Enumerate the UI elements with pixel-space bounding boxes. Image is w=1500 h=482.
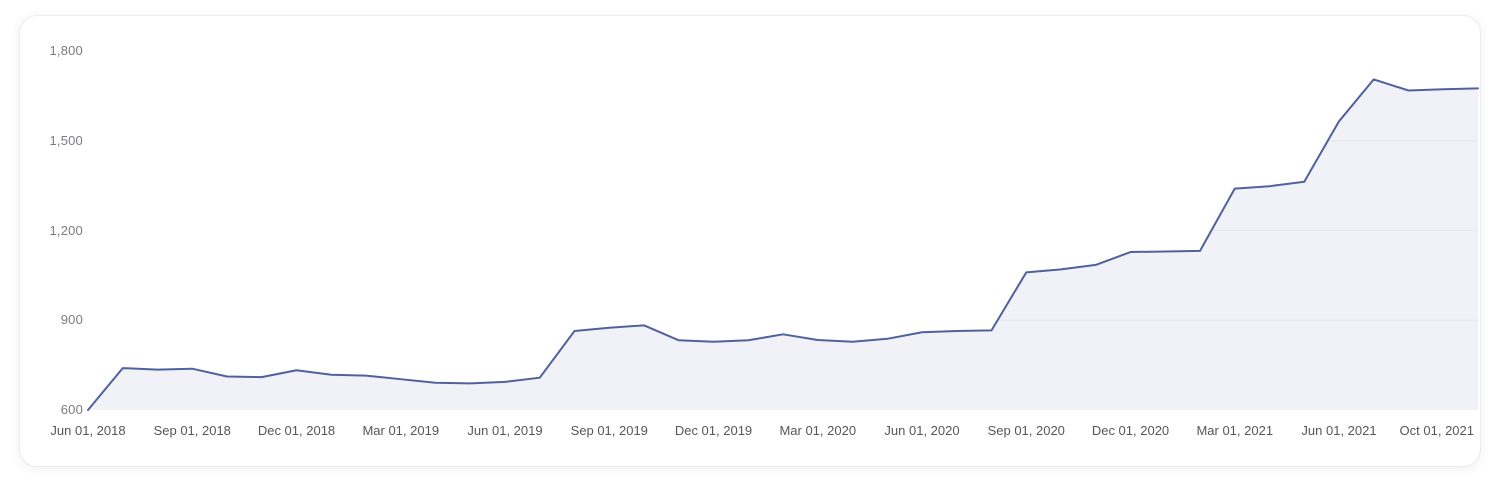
x-axis-tick-label: Dec 01, 2018 <box>257 423 336 438</box>
y-axis-tick-label: 900 <box>60 312 83 328</box>
x-axis-tick-label: Mar 01, 2020 <box>779 423 857 438</box>
x-axis-tick-label: Jun 01, 2021 <box>1301 423 1377 438</box>
x-axis-tick-label: Jun 01, 2019 <box>467 423 543 438</box>
x-axis: Jun 01, 2018 Sep 01, 2018 Dec 01, 2018 Mar … <box>50 423 1478 439</box>
plot-area[interactable] <box>87 51 1479 411</box>
y-axis-tick-label: 1,500 <box>49 132 83 148</box>
y-axis: 600 900 1,200 1,500 1,800 <box>33 16 83 466</box>
chart-card: 600 900 1,200 1,500 1,800 Jun 01, 2018 Sep 01… <box>19 15 1481 467</box>
area-line-chart[interactable] <box>87 51 1479 411</box>
y-axis-tick-label: 600 <box>60 402 83 417</box>
y-axis-tick-label: 1,200 <box>49 222 83 238</box>
x-axis-tick-label: Sep 01, 2018 <box>153 423 231 438</box>
trend-line <box>87 78 1479 411</box>
x-axis-tick-label: Mar 01, 2021 <box>1196 423 1274 438</box>
x-axis-tick-label: Jun 01, 2018 <box>50 423 126 438</box>
x-axis-tick-label: Dec 01, 2020 <box>1091 423 1170 438</box>
x-axis-tick-label: Mar 01, 2019 <box>362 423 440 438</box>
area-fill <box>88 79 1478 411</box>
x-axis-tick-label: Jun 01, 2020 <box>884 423 960 438</box>
x-axis-tick-label: Dec 01, 2019 <box>674 423 753 438</box>
y-axis-tick-label: 1,800 <box>49 43 83 58</box>
x-axis-tick-label: Sep 01, 2020 <box>987 423 1065 438</box>
x-axis-tick-label: Sep 01, 2019 <box>570 423 648 438</box>
x-axis-tick-label: Oct 01, 2021 <box>1399 423 1474 438</box>
